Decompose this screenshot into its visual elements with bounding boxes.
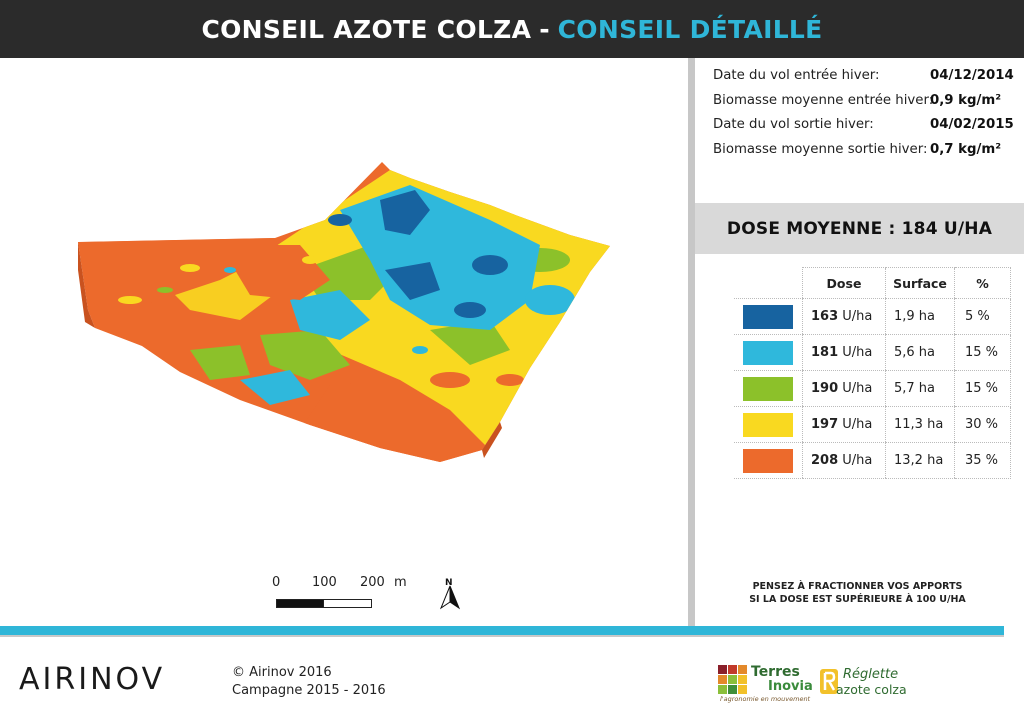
scale-label-200: 200 [360,575,385,590]
legend-swatch [743,376,793,401]
dose-value: 190 [811,381,839,396]
info-row: Biomasse moyenne entrée hiver: 0,9 kg/m² [713,89,1013,114]
footer-accent-shadow [0,635,1004,637]
surface-value: 1,9 ha [885,298,955,335]
scale-bar: 0 100 200 m [266,575,416,615]
dose-value: 181 [811,345,839,360]
scale-label-100: 100 [312,575,337,590]
panel-divider [688,58,695,628]
airinov-logo: AIRINOV [19,662,166,697]
scale-segment-black [276,599,324,608]
percent-value: 15 % [954,370,1011,407]
legend-row: 208 U/ha 13,2 ha 35 % [734,442,1011,479]
legend-header-swatch [734,267,803,299]
info-label: Biomasse moyenne sortie hiver: [713,141,928,157]
split-application-advice: PENSEZ À FRACTIONNER VOS APPORTS SI LA D… [715,580,1000,606]
average-dose-banner: DOSE MOYENNE : 184 U/HA [695,203,1024,254]
terres-tagline: l'agronomie en mouvement [720,695,811,703]
info-row: Biomasse moyenne sortie hiver: 0,7 kg/m² [713,138,1013,163]
dose-unit: U/ha [838,453,873,468]
percent-value: 30 % [954,406,1011,443]
title-separator: - [539,14,550,44]
info-row: Date du vol entrée hiver: 04/12/2014 [713,64,1014,89]
terres-inovia-logo-icon [718,665,747,694]
field-zones [78,162,610,462]
copyright-block: © Airinov 2016 Campagne 2015 - 2016 [232,664,386,700]
legend-row: 190 U/ha 5,7 ha 15 % [734,370,1011,407]
dose-value: 197 [811,417,839,432]
info-label: Date du vol sortie hiver: [713,117,874,132]
legend-header-dose: Dose [802,267,886,299]
legend-header-row: Dose Surface % [734,267,1011,299]
campaign-text: Campagne 2015 - 2016 [232,683,386,698]
scale-label-0: 0 [272,575,281,590]
advice-line-2: SI LA DOSE EST SUPÉRIEURE À 100 U/HA [749,594,966,605]
terres-label: Terres [751,664,800,680]
legend-swatch [743,340,793,365]
legend-row: 181 U/ha 5,6 ha 15 % [734,334,1011,371]
surface-value: 11,3 ha [885,406,955,443]
surface-value: 5,6 ha [885,334,955,371]
dose-legend-table: Dose Surface % 163 U/ha 1,9 ha 5 % 181 U… [734,267,1011,479]
scale-segment-white [323,599,372,608]
inovia-label: Inovia [768,679,813,694]
info-value: 0,7 kg/m² [930,141,1002,157]
legend-header-surface: Surface [885,267,955,299]
legend-swatch [743,412,793,437]
surface-value: 5,7 ha [885,370,955,407]
north-label: N [445,578,453,588]
dose-value: 163 [811,309,839,324]
page-title: CONSEIL AZOTE COLZA [201,14,532,44]
dose-unit: U/ha [838,381,873,396]
percent-value: 15 % [954,334,1011,371]
dose-unit: U/ha [838,309,873,324]
info-label: Date du vol entrée hiver: [713,68,880,83]
average-dose-text: DOSE MOYENNE : 184 U/HA [726,218,993,239]
legend-row: 163 U/ha 1,9 ha 5 % [734,298,1011,335]
reglette-sub-label: azote colza [836,682,907,697]
scale-unit: m [394,575,407,590]
advice-line-1: PENSEZ À FRACTIONNER VOS APPORTS [752,581,963,592]
info-label: Biomasse moyenne entrée hiver: [713,92,934,108]
percent-value: 5 % [954,298,1011,335]
info-value: 04/02/2015 [930,117,1014,132]
page-subtitle: CONSEIL DÉTAILLÉ [557,14,823,44]
dose-unit: U/ha [838,417,873,432]
dose-unit: U/ha [838,345,873,360]
info-value: 0,9 kg/m² [930,92,1002,108]
reglette-logo-icon [820,669,838,694]
info-value: 04/12/2014 [930,68,1014,83]
dose-value: 208 [811,453,839,468]
legend-swatch [743,304,793,329]
page-header: CONSEIL AZOTE COLZA - CONSEIL DÉTAILLÉ [0,0,1024,58]
footer-accent-bar [0,626,1004,635]
flight-info: Date du vol entrée hiver: 04/12/2014 Bio… [713,64,1014,163]
info-row: Date du vol sortie hiver: 04/02/2015 [713,113,1014,138]
field-dose-map [78,162,610,462]
legend-swatch [743,448,793,473]
legend-header-percent: % [954,267,1011,299]
north-arrow-icon: N [439,578,461,610]
reglette-label: Réglette [843,667,899,682]
surface-value: 13,2 ha [885,442,955,479]
legend-row: 197 U/ha 11,3 ha 30 % [734,406,1011,443]
percent-value: 35 % [954,442,1011,479]
copyright-text: © Airinov 2016 [232,665,332,680]
